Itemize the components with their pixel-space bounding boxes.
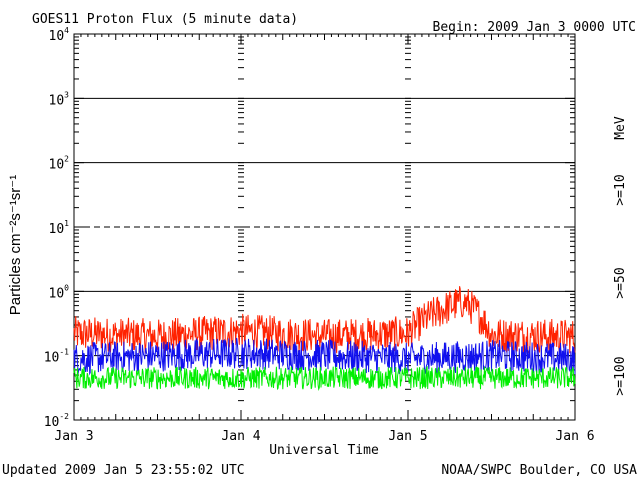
x-axis-label: Universal Time — [269, 443, 379, 458]
y-tick-label-1e2: 102 — [49, 155, 70, 173]
unit-label: MeV — [613, 116, 628, 140]
y-tick-label-1e0: 100 — [49, 283, 70, 301]
legend-ge100: >=100 — [613, 356, 628, 395]
y-axis-label: Particles cm⁻²s⁻¹sr⁻¹ — [7, 175, 24, 315]
y-tick-label-1e-2: 10-2 — [44, 412, 69, 430]
x-tick-label-jan4: Jan 4 — [221, 429, 260, 444]
grid-lines — [74, 97, 575, 357]
chart-title: GOES11 Proton Flux (5 minute data) — [32, 12, 298, 27]
x-tick-label-jan3: Jan 3 — [54, 429, 93, 444]
y-tick-label-1e4: 104 — [49, 26, 70, 44]
y-tick-labels: 104 103 102 101 100 10-1 10-2 — [44, 26, 69, 430]
legend-ge50: >=50 — [613, 267, 628, 298]
series-line-ge100 — [73, 365, 576, 392]
x-tick-labels: Jan 3 Jan 4 Jan 5 Jan 6 — [54, 429, 594, 444]
y-tick-label-1e1: 101 — [49, 219, 70, 237]
y-tick-label-1e3: 103 — [49, 90, 70, 108]
series-layer — [73, 286, 576, 392]
x-tick-label-jan5: Jan 5 — [388, 429, 427, 444]
legend-ge10: >=10 — [613, 174, 628, 205]
agency-footer: NOAA/SWPC Boulder, CO USA — [441, 463, 637, 478]
x-tick-label-jan6: Jan 6 — [555, 429, 594, 444]
updated-footer: Updated 2009 Jan 5 23:55:02 UTC — [2, 463, 245, 478]
minor-ticks — [73, 34, 576, 421]
begin-label: Begin: 2009 Jan 3 0000 UTC — [433, 20, 637, 35]
y-tick-label-1e-1: 10-1 — [44, 348, 69, 366]
